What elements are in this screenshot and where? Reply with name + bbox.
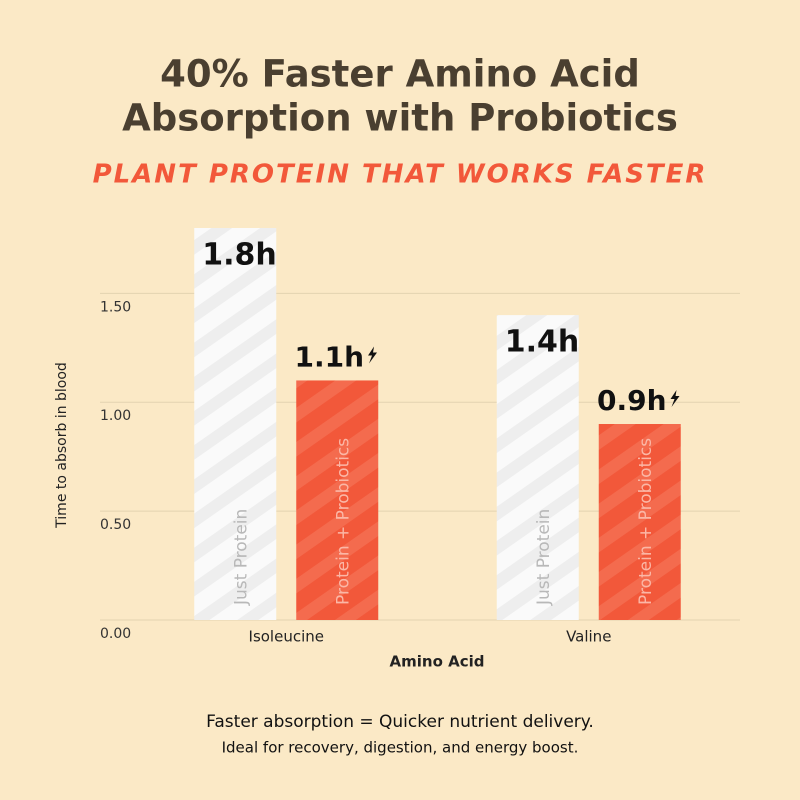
y-tick-label: 1.00 (100, 408, 131, 424)
value-label: 1.1h (294, 340, 364, 373)
bar-series-name: Protein + Probiotics (636, 438, 656, 605)
x-axis-label: Amino Acid (390, 653, 485, 671)
value-label: 1.8h (202, 238, 277, 273)
bar (296, 380, 379, 620)
chart-title: 40% Faster Amino Acid (160, 53, 640, 96)
footnote: Ideal for recovery, digestion, and energ… (222, 739, 579, 757)
bar-series-name: Just Protein (534, 509, 554, 606)
bar-series-name: Just Protein (231, 509, 251, 606)
y-tick-label: 0.00 (100, 626, 131, 642)
bolt-icon (670, 390, 680, 407)
y-axis-label: Time to absorb in blood (54, 362, 70, 529)
chart-title: Absorption with Probiotics (122, 97, 678, 140)
bar (496, 315, 579, 620)
bar (598, 424, 681, 620)
y-tick-label: 0.50 (100, 517, 131, 533)
bar-series-name: Protein + Probiotics (333, 438, 353, 605)
value-label: 1.4h (505, 325, 580, 360)
x-tick-label: Isoleucine (249, 628, 324, 646)
x-tick-label: Valine (566, 628, 611, 646)
value-label: 0.9h (597, 384, 667, 417)
footnote: Faster absorption = Quicker nutrient del… (206, 712, 594, 732)
bar (194, 228, 277, 620)
bolt-icon (368, 346, 378, 364)
chart-subtitle: PLANT PROTEIN THAT WORKS FASTER (93, 160, 708, 190)
y-tick-label: 1.50 (100, 299, 131, 315)
